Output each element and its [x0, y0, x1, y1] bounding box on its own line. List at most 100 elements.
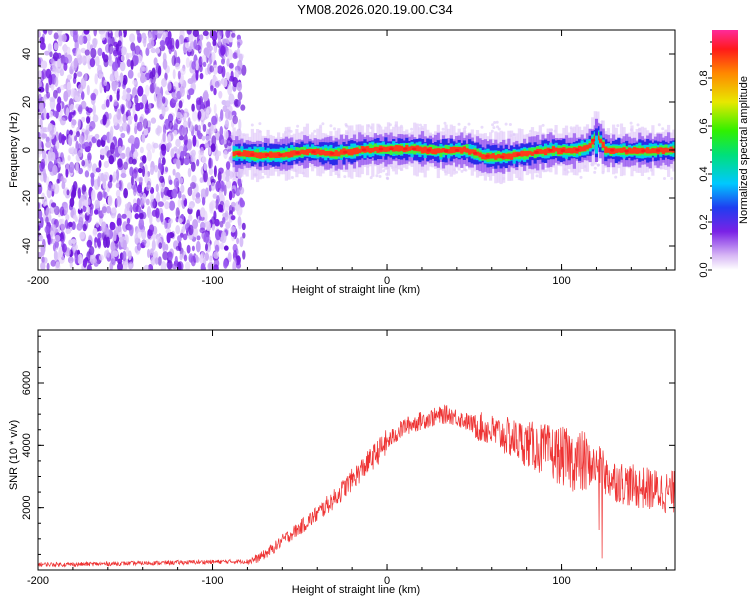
spectrogram-noise-cell: [232, 115, 238, 125]
spectrogram-noise-cell: [69, 260, 73, 269]
spectrogram-ridge-cell: [282, 152, 286, 158]
spectrogram-noise-cell: [202, 30, 209, 36]
spectrogram-noise-cell: [185, 261, 191, 270]
spectrogram-faint-cell: [290, 176, 294, 179]
spectrogram-noise-cell: [59, 84, 65, 91]
spectrogram-ridge-cell: [570, 148, 574, 154]
spectrogram-noise-cell: [83, 141, 90, 147]
spectrogram-faint-cell: [382, 169, 386, 173]
spectrogram-noise-cell: [168, 120, 174, 130]
spectrogram-noise-cell: [103, 191, 108, 200]
spectrogram-ridge-cell: [423, 146, 427, 153]
spectrogram-ridge-cell: [245, 150, 249, 158]
spectrogram-ridge-cell: [258, 152, 262, 159]
spectrogram-noise-cell: [134, 94, 139, 105]
spectrogram-noise-cell: [74, 216, 78, 223]
spectrogram-noise-cell: [219, 30, 224, 37]
spectrogram-noise-cell: [116, 195, 122, 208]
spectrogram-noise-cell: [103, 58, 109, 68]
spectrogram-noise-cell: [198, 110, 202, 120]
spectrogram-noise-cell: [187, 167, 192, 178]
spectrogram-faint-cell: [344, 123, 348, 126]
spectrogram-noise-cell: [86, 239, 93, 248]
spectrogram-noise-cell: [107, 180, 113, 189]
spectrogram-noise-cell: [38, 30, 41, 38]
spectrogram-noise-cell: [153, 165, 159, 173]
spectrogram-noise-cell: [174, 255, 178, 264]
spectrogram-noise-cell: [171, 188, 178, 199]
spectrogram-noise-cell: [177, 235, 182, 243]
spectrogram-faint-cell: [508, 123, 512, 126]
spectrogram-noise-cell: [42, 149, 46, 160]
spectrogram-noise-cell: [150, 167, 154, 175]
spectrogram-noise-cell: [119, 72, 124, 84]
spectrogram-noise-cell: [236, 205, 243, 217]
spectrogram-heatmap: [38, 30, 675, 270]
spectrogram-faint-cell: [636, 123, 640, 127]
spectrogram-ridge-cell: [352, 148, 357, 155]
spectrogram-noise-cell: [61, 133, 65, 146]
spectrogram-ridge-cell: [407, 146, 412, 151]
spectrogram-noise-cell: [54, 240, 59, 248]
spectrogram-noise-cell: [50, 151, 56, 161]
spectrogram-peak-cell: [295, 151, 300, 155]
spectrogram-noise-cell: [236, 81, 243, 92]
spectrogram-noise-cell: [59, 206, 65, 217]
spectrogram-noise-cell: [141, 155, 147, 164]
spectrogram-peak-cell: [534, 150, 539, 154]
spectrogram-x-tick-label: -200: [27, 275, 49, 287]
spectrogram-faint-cell: [495, 120, 499, 124]
spectrogram-noise-cell: [213, 251, 219, 259]
colorbar-tick-label: 0.8: [698, 70, 710, 85]
spectrogram-noise-cell: [40, 245, 45, 257]
spectrogram-ridge-cell: [371, 147, 375, 153]
spectrogram-noise-cell: [219, 242, 224, 250]
spectrogram-noise-cell: [177, 70, 181, 80]
spectrogram-noise-cell: [88, 126, 93, 132]
colorbar-tick-label: 0.2: [698, 214, 710, 229]
spectrogram-noise-cell: [196, 235, 201, 241]
chart-title: YM08.2026.020.19.00.C34: [297, 2, 452, 17]
spectrogram-noise-cell: [211, 216, 216, 225]
snr-panel: -200 -100 0 100 2000 4000 6000 Height of strai…: [8, 329, 676, 596]
spectrogram-noise-cell: [109, 222, 116, 231]
spectrogram-noise-cell: [222, 203, 230, 212]
spectrogram-noise-cell: [199, 34, 204, 41]
spectrogram-noise-cell: [88, 246, 95, 256]
spectrogram-noise-cell: [221, 58, 225, 65]
spectrogram-noise-cell: [50, 259, 57, 267]
spectrogram-noise-cell: [69, 68, 74, 75]
spectrogram-noise-cell: [155, 183, 159, 193]
spectrogram-noise-cell: [38, 132, 41, 139]
spectrogram-noise-cell: [45, 176, 50, 186]
spectrogram-noise-cell: [214, 244, 219, 254]
spectrogram-noise-cell: [154, 86, 161, 95]
spectrogram-noise-cell: [106, 118, 111, 127]
spectrogram-noise-cell: [44, 50, 50, 56]
spectrogram-peak-cell: [361, 148, 367, 152]
spectrogram-faint-cell: [250, 123, 254, 127]
spectrogram-noise-cell: [65, 228, 71, 234]
spectrogram-noise-cell: [231, 188, 236, 199]
spectrogram-noise-cell: [130, 175, 134, 186]
spectrogram-noise-cell: [47, 124, 53, 132]
spectrogram-noise-cell: [134, 113, 138, 123]
spectrogram-noise-cell: [187, 117, 191, 129]
spectrogram-noise-cell: [147, 248, 151, 258]
spectrogram-noise-cell: [196, 129, 201, 137]
spectrogram-noise-cell: [143, 264, 150, 270]
spectrogram-noise-cell: [219, 200, 225, 213]
spectrogram-noise-cell: [57, 96, 62, 105]
spectrogram-ridge-cell: [308, 148, 312, 153]
spectrogram-y-tick-label: -20: [21, 190, 33, 206]
spectrogram-noise-cell: [157, 30, 164, 34]
spectrogram-noise-cell: [109, 73, 115, 82]
spectrogram-ridge-cell: [384, 146, 388, 152]
spectrogram-noise-cell: [225, 175, 230, 183]
spectrogram-noise-cell: [177, 218, 183, 224]
spectrogram-noise-cell: [92, 227, 98, 235]
spectrogram-noise-cell: [189, 150, 193, 158]
spectrogram-ridge-cell: [604, 146, 608, 153]
spectrogram-faint-cell: [661, 127, 665, 131]
spectrogram-ridge-cell: [292, 150, 296, 156]
